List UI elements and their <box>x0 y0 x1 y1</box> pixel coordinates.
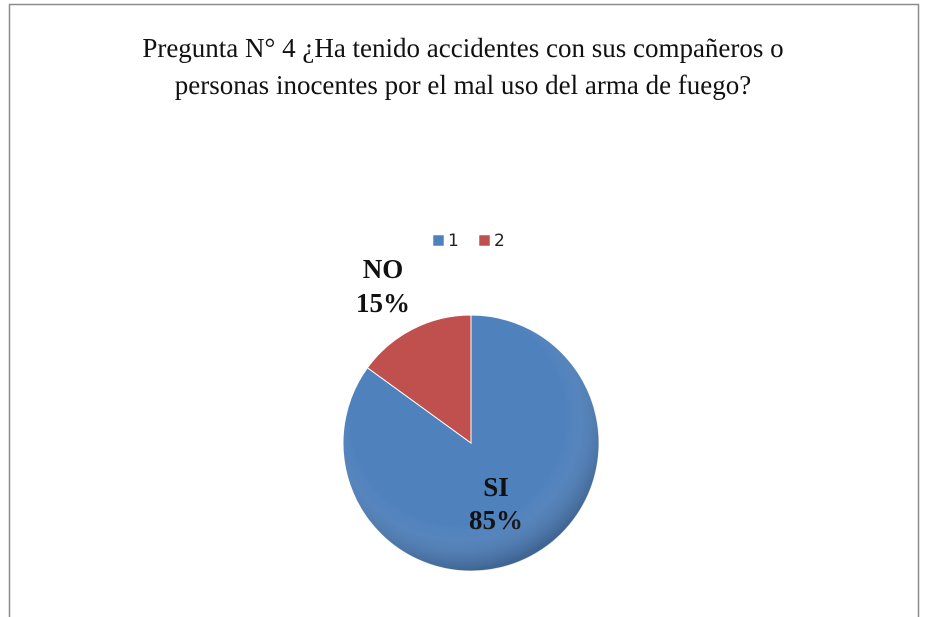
value-label: 15% <box>356 288 410 318</box>
slice-label: NO <box>363 254 404 284</box>
value-label: 85% <box>469 505 523 535</box>
legend-swatch <box>432 234 445 247</box>
legend-label: 1 <box>448 231 459 251</box>
chart-title: Pregunta N° 4 ¿Ha tenido accidentes con … <box>142 33 784 100</box>
legend-swatch <box>478 234 491 247</box>
slice-label: SI <box>483 472 509 502</box>
legend-label: 2 <box>494 231 505 251</box>
chart-border <box>8 3 920 617</box>
